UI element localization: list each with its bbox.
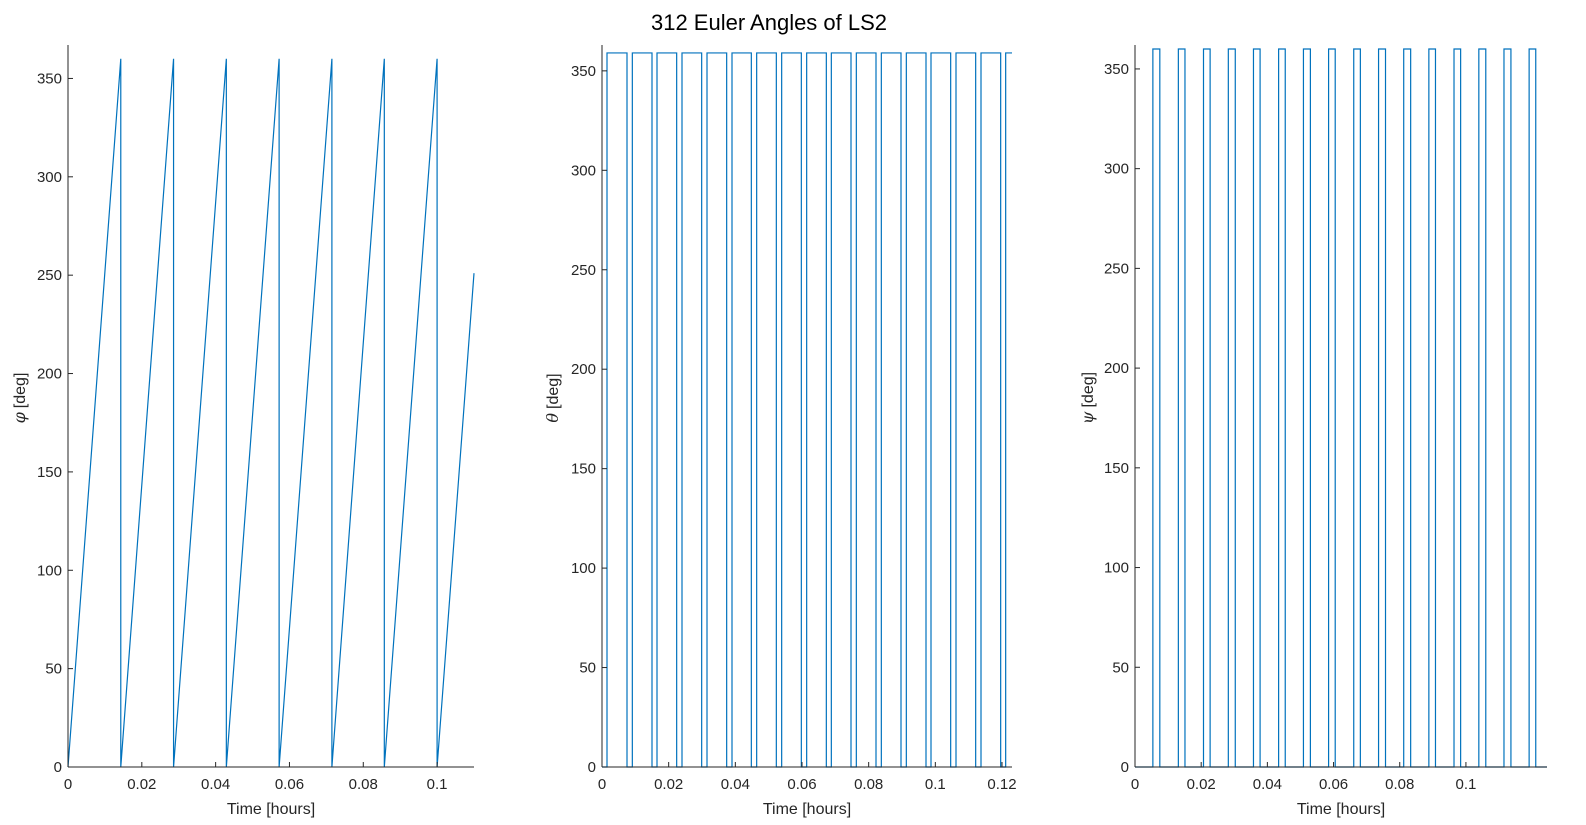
x-axis-label: Time [hours] <box>227 801 315 818</box>
y-tick-label: 250 <box>1104 260 1129 277</box>
x-tick-label: 0 <box>64 776 72 793</box>
y-axis-unit: [deg] <box>12 373 29 409</box>
y-tick-label: 300 <box>1104 161 1129 178</box>
x-axis-label: Time [hours] <box>763 801 851 818</box>
x-tick-label: 0.06 <box>275 776 304 793</box>
x-tick-label: 0.02 <box>654 776 683 793</box>
y-tick-label: 150 <box>571 461 596 478</box>
y-tick-label: 300 <box>571 162 596 179</box>
y-axis-symbol: θ <box>543 413 562 423</box>
y-tick-label: 100 <box>1104 560 1129 577</box>
x-tick-label: 0.1 <box>1455 776 1476 793</box>
x-tick-label: 0.02 <box>127 776 156 793</box>
x-tick-label: 0.06 <box>1319 776 1348 793</box>
y-tick-label: 50 <box>579 660 596 677</box>
y-tick-label: 150 <box>1104 460 1129 477</box>
y-tick-label: 50 <box>45 661 62 678</box>
y-tick-label: 200 <box>37 366 62 383</box>
subplot-psi: 0 50 100 150 200 250 300 350 0 0.02 0.04 0.06 0.08 0.… <box>1078 45 1547 818</box>
y-axis-unit: [deg] <box>545 373 562 409</box>
y-tick-label: 100 <box>37 562 62 579</box>
y-axis-symbol: ψ <box>1078 411 1097 424</box>
x-tick-label: 0.1 <box>925 776 946 793</box>
x-tick-label: 0 <box>1131 776 1139 793</box>
y-axis-label: φ [deg] <box>10 373 29 424</box>
subplot-phi: 0 50 100 150 200 250 300 350 0 0.02 0.04 0.06 0.08 0.… <box>10 45 475 818</box>
x-tick-label: 0.06 <box>787 776 816 793</box>
x-tick-label: 0.08 <box>349 776 378 793</box>
x-tick-label: 0.08 <box>1385 776 1414 793</box>
x-tick-label: 0.02 <box>1187 776 1216 793</box>
y-axis-label: ψ [deg] <box>1078 372 1097 424</box>
x-tick-label: 0.04 <box>721 776 750 793</box>
y-axis-label: θ [deg] <box>543 373 562 422</box>
y-tick-label: 350 <box>37 70 62 87</box>
y-tick-label: 100 <box>571 560 596 577</box>
y-tick-label: 300 <box>37 169 62 186</box>
y-tick-label: 0 <box>588 759 596 776</box>
y-axis-unit: [deg] <box>1080 372 1097 408</box>
x-tick-label: 0.12 <box>987 776 1016 793</box>
x-tick-label: 0 <box>598 776 606 793</box>
figure-title: 312 Euler Angles of LS2 <box>651 10 887 35</box>
y-tick-label: 350 <box>1104 61 1129 78</box>
y-tick-label: 0 <box>1121 759 1129 776</box>
y-tick-label: 200 <box>571 361 596 378</box>
y-tick-label: 350 <box>571 63 596 80</box>
x-tick-label: 0.04 <box>201 776 230 793</box>
y-tick-label: 0 <box>54 759 62 776</box>
series-line-0 <box>602 52 1012 768</box>
x-tick-label: 0.04 <box>1253 776 1282 793</box>
y-axis-symbol: φ <box>10 411 29 423</box>
y-tick-label: 250 <box>37 267 62 284</box>
subplot-theta: 0 50 100 150 200 250 300 350 0 0.02 0.04 0.06 0.08 0.… <box>543 45 1017 818</box>
series-line-0 <box>67 58 475 768</box>
y-tick-label: 150 <box>37 464 62 481</box>
y-tick-label: 50 <box>1112 659 1129 676</box>
x-tick-label: 0.08 <box>854 776 883 793</box>
x-tick-label: 0.1 <box>427 776 448 793</box>
x-axis-label: Time [hours] <box>1297 801 1385 818</box>
y-tick-label: 200 <box>1104 360 1129 377</box>
y-tick-label: 250 <box>571 262 596 279</box>
